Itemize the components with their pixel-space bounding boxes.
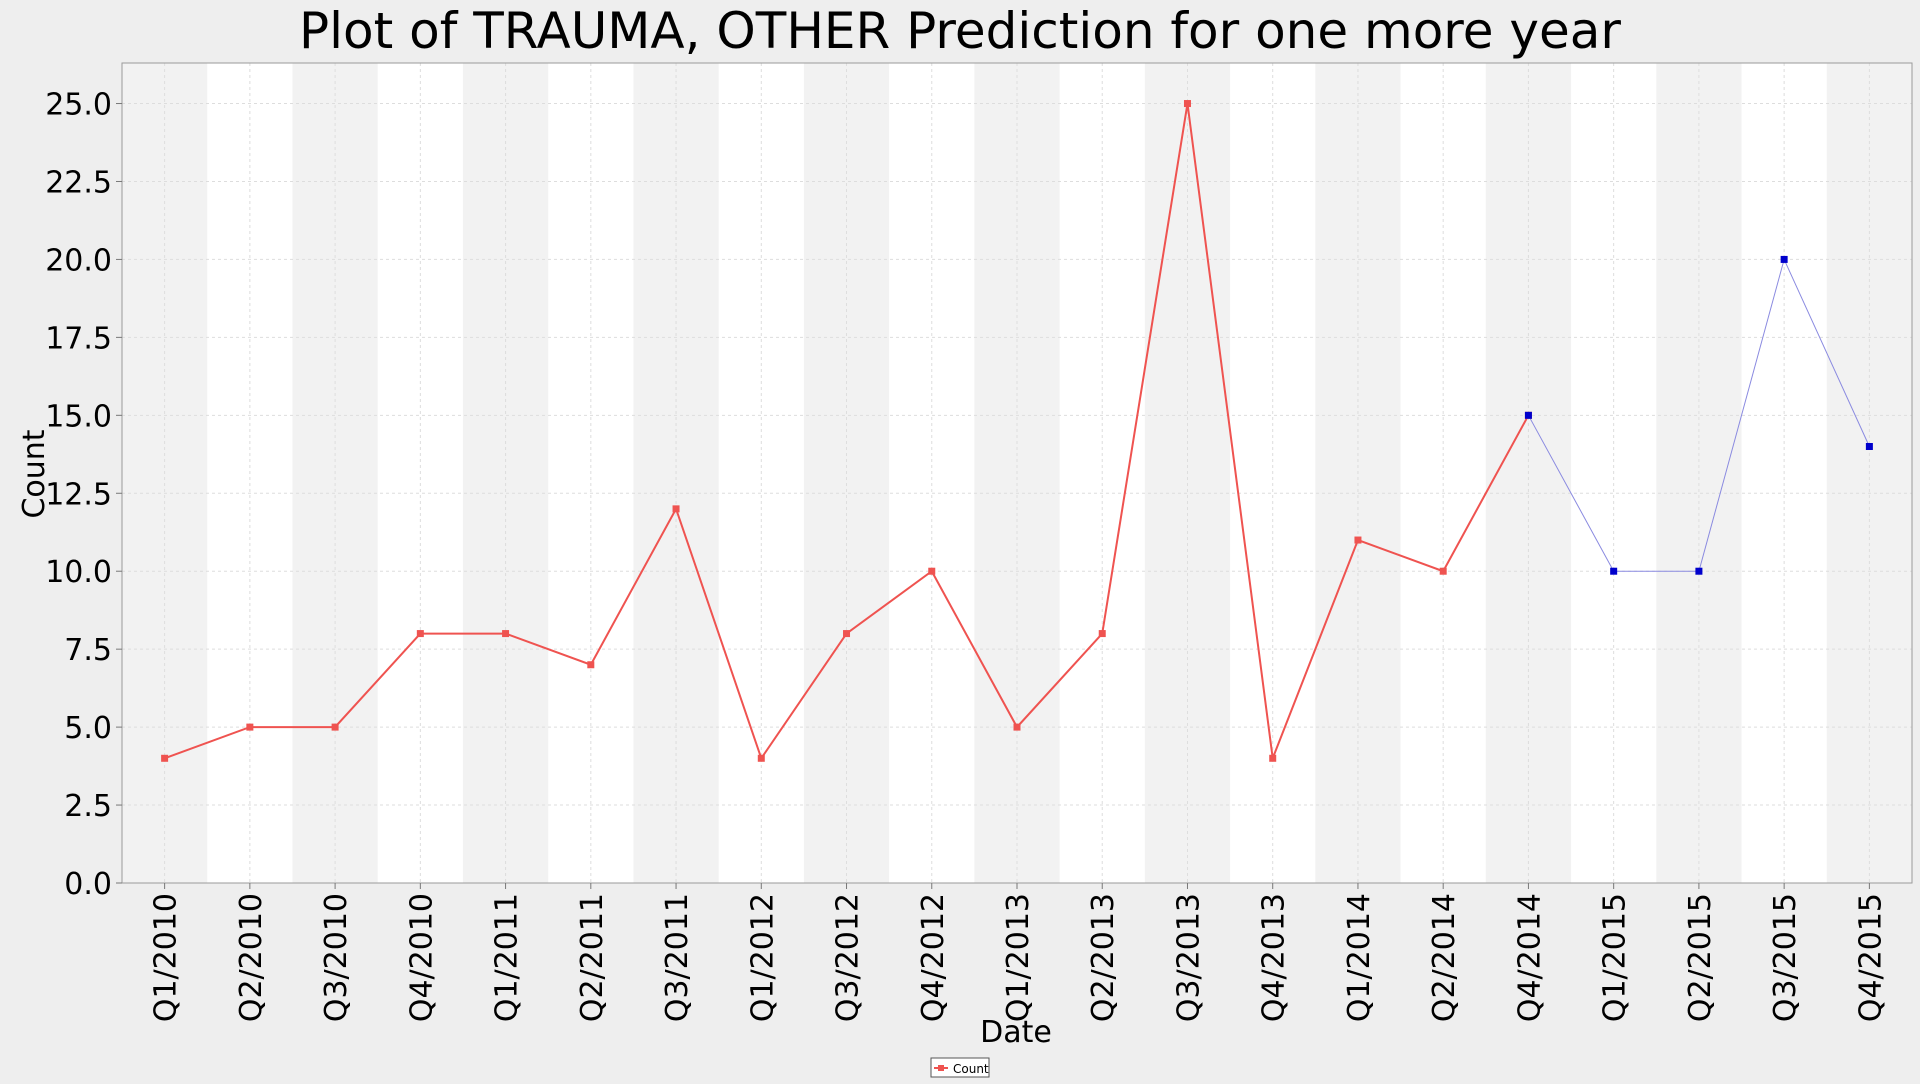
count-data-point [246, 723, 254, 731]
y-axis-title: Count [17, 429, 52, 518]
x-tick-label: Q2/2013 [1086, 893, 1121, 1022]
background-bands [122, 63, 1913, 883]
count-data-point [161, 754, 169, 762]
chart-title: Plot of TRAUMA, OTHER Prediction for one… [299, 2, 1621, 60]
prediction-data-point [1524, 411, 1532, 419]
legend[interactable]: Count [930, 1057, 990, 1078]
x-tick-label: Q4/2012 [916, 893, 951, 1022]
prediction-data-point [1610, 567, 1618, 575]
y-axis: 0.0 2.5 5.0 7.5 10.0 12.5 15.0 17.5 20.0 22.5 25.0 [45, 88, 122, 902]
x-axis-title: Date [980, 1015, 1052, 1050]
count-data-point [331, 723, 339, 731]
y-tick-label: 20.0 [45, 243, 112, 278]
series-layer [161, 100, 1873, 762]
count-data-point [1354, 536, 1362, 544]
x-tick-label: Q3/2013 [1171, 893, 1206, 1022]
y-tick-label: 15.0 [45, 399, 112, 434]
y-tick-label: 5.0 [64, 711, 112, 746]
prediction-data-point [1780, 255, 1788, 263]
count-data-point [843, 630, 851, 638]
x-tick-label: Q1/2011 [490, 893, 525, 1022]
legend-marker [938, 1065, 944, 1071]
x-tick-label: Q2/2015 [1683, 893, 1718, 1022]
count-data-point [1013, 723, 1021, 731]
y-tick-label: 2.5 [64, 789, 112, 824]
y-tick-label: 12.5 [45, 477, 112, 512]
count-data-point [502, 630, 510, 638]
x-tick-label: Q2/2014 [1427, 893, 1462, 1022]
x-tick-label: Q1/2010 [149, 893, 184, 1022]
x-tick-label: Q4/2014 [1512, 893, 1547, 1022]
x-tick-label: Q1/2012 [745, 893, 780, 1022]
legend-label-count: Count [953, 1062, 989, 1076]
x-tick-label: Q4/2010 [404, 893, 439, 1022]
count-data-point [672, 505, 680, 513]
count-data-point [1183, 100, 1191, 108]
y-tick-label: 25.0 [45, 88, 112, 123]
y-tick-label: 17.5 [45, 321, 112, 356]
prediction-data-point [1865, 442, 1873, 450]
y-tick-label: 22.5 [45, 165, 112, 200]
count-data-point [416, 630, 424, 638]
x-axis: Q1/2010 Q2/2010 Q3/2010 Q4/2010 Q1/2011 Q2/20… [149, 883, 1888, 1022]
count-data-point [928, 567, 936, 575]
x-tick-label: Q3/2011 [660, 893, 695, 1022]
x-tick-label: Q4/2013 [1257, 893, 1292, 1022]
count-data-point [1439, 567, 1447, 575]
count-data-point [757, 754, 765, 762]
count-data-point [587, 661, 595, 669]
x-tick-label: Q1/2015 [1598, 893, 1633, 1022]
x-tick-label: Q3/2012 [831, 893, 866, 1022]
x-tick-label: Q4/2015 [1853, 893, 1888, 1022]
x-tick-label: Q3/2015 [1768, 893, 1803, 1022]
x-tick-label: Q3/2010 [319, 893, 354, 1022]
y-tick-label: 7.5 [64, 633, 112, 668]
count-data-point [1269, 754, 1277, 762]
prediction-data-point [1695, 567, 1703, 575]
y-tick-label: 10.0 [45, 555, 112, 590]
count-data-point [1098, 630, 1106, 638]
x-tick-label: Q1/2013 [1001, 893, 1036, 1022]
y-tick-label: 0.0 [64, 867, 112, 902]
x-tick-label: Q1/2014 [1342, 893, 1377, 1022]
x-tick-label: Q2/2011 [575, 893, 610, 1022]
legend-box [930, 1057, 990, 1078]
x-tick-label: Q2/2010 [234, 893, 269, 1022]
